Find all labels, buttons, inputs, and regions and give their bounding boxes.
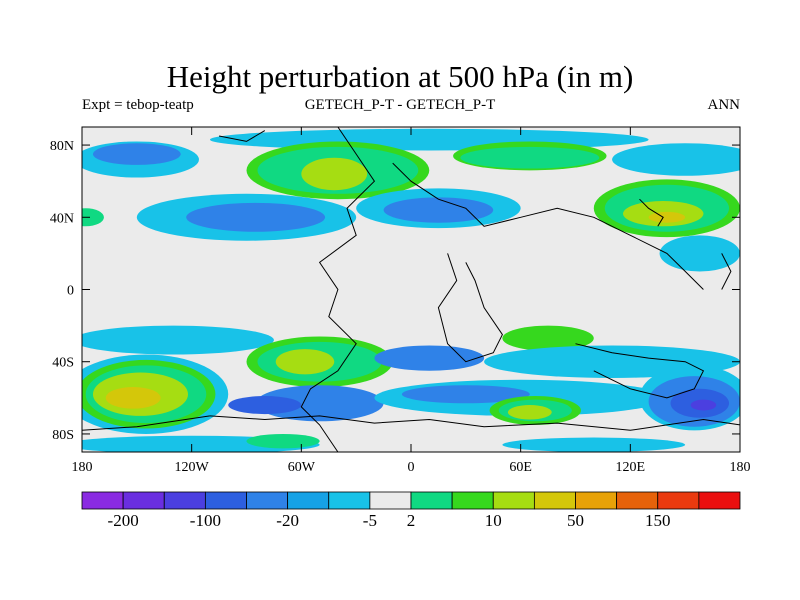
feature-tropics-green-east	[502, 325, 594, 351]
colorbar-label: -200	[108, 511, 139, 530]
coastline-2	[437, 253, 503, 363]
x-tick-label: 60E	[509, 460, 532, 475]
feature-north-atlantic-yellow	[301, 157, 368, 191]
chart-title: Height perturbation at 500 hPa (in m)	[166, 59, 634, 94]
feature-south-indian-yellow	[507, 405, 552, 420]
colorbar-swatch	[533, 491, 576, 510]
y-tick-label: 40S	[52, 356, 74, 371]
feature-north-pacific-east-light	[612, 143, 740, 176]
y-tick-label: 0	[67, 284, 74, 299]
colorbar-swatch	[204, 491, 247, 510]
x-tick-label: 180	[72, 460, 93, 475]
feature-south-indian-blue	[401, 385, 530, 404]
axis-ticks: 180 120W 60W 0 60E 120E 180 80N 40N 0 40S 80S	[50, 127, 751, 475]
colorbar-swatch	[451, 491, 494, 510]
colorbar-swatch	[122, 491, 165, 510]
colorbar-swatch	[246, 491, 289, 510]
feature-south-atlantic-darkblue	[228, 396, 302, 415]
colorbar-swatch	[616, 491, 659, 510]
feature-far-south-east-light	[502, 437, 686, 452]
coastline-3	[575, 343, 705, 399]
x-tick-label: 120W	[175, 460, 210, 475]
feature-midlat-east-gold	[648, 211, 686, 223]
coastline-0	[300, 127, 376, 452]
contour-fill-layer	[82, 127, 740, 452]
colorbar-swatch	[698, 491, 741, 510]
feature-midlat-far-west-green	[82, 208, 104, 227]
coastline-4	[209, 415, 740, 431]
y-tick-label: 40N	[50, 211, 74, 226]
colorbar-swatch	[492, 491, 535, 510]
coastline-1	[392, 162, 704, 290]
y-tick-label: 80N	[50, 139, 74, 154]
feature-south-atlantic-blue	[255, 385, 384, 422]
x-tick-label: 0	[408, 460, 415, 475]
feature-southwest-gold	[105, 387, 161, 409]
colorbar: -200 -100 -20 -5 2 10 50 150	[81, 491, 741, 530]
colorbar-swatch	[328, 491, 371, 510]
colorbar-label: -5	[363, 511, 377, 530]
feature-north-pacific-blue	[92, 143, 181, 165]
colorbar-label: 10	[485, 511, 502, 530]
coastline-8	[721, 253, 732, 290]
feature-east-light-blue	[659, 235, 740, 272]
x-tick-label: 180	[730, 460, 751, 475]
feature-south-central-yellow	[275, 349, 335, 375]
feature-south-band-light-west	[82, 325, 274, 355]
coastline-5	[82, 415, 210, 431]
coastline-6	[219, 130, 266, 142]
colorbar-label: -20	[276, 511, 299, 530]
experiment-label: Expt = tebop-teatp	[82, 97, 194, 113]
feature-midlat-central-blue	[383, 197, 494, 223]
colorbar-swatch	[657, 491, 700, 510]
colorbar-label: 2	[407, 511, 416, 530]
colorbar-swatch	[81, 491, 124, 510]
colorbar-label: 50	[567, 511, 584, 530]
feature-southeast-indigo	[690, 399, 717, 411]
model-comparison-label: GETECH_P-T - GETECH_P-T	[304, 97, 496, 113]
x-tick-label: 60W	[288, 460, 316, 475]
feature-north-eurasia-teal	[460, 146, 600, 169]
feature-far-south-green	[246, 433, 320, 449]
coastline-layer	[82, 127, 740, 452]
colorbar-swatch	[410, 491, 453, 510]
y-tick-label: 80S	[52, 428, 74, 443]
coastline-7	[639, 198, 664, 227]
feature-south-central-blue	[374, 345, 485, 371]
colorbar-swatch	[369, 491, 412, 510]
colorbar-label: 150	[645, 511, 671, 530]
feature-midlat-west-blue	[186, 202, 326, 232]
season-label: ANN	[707, 97, 741, 113]
colorbar-swatch	[575, 491, 618, 510]
colorbar-swatch	[163, 491, 206, 510]
x-tick-label: 120E	[616, 460, 646, 475]
colorbar-swatch	[287, 491, 330, 510]
colorbar-label: -100	[190, 511, 221, 530]
